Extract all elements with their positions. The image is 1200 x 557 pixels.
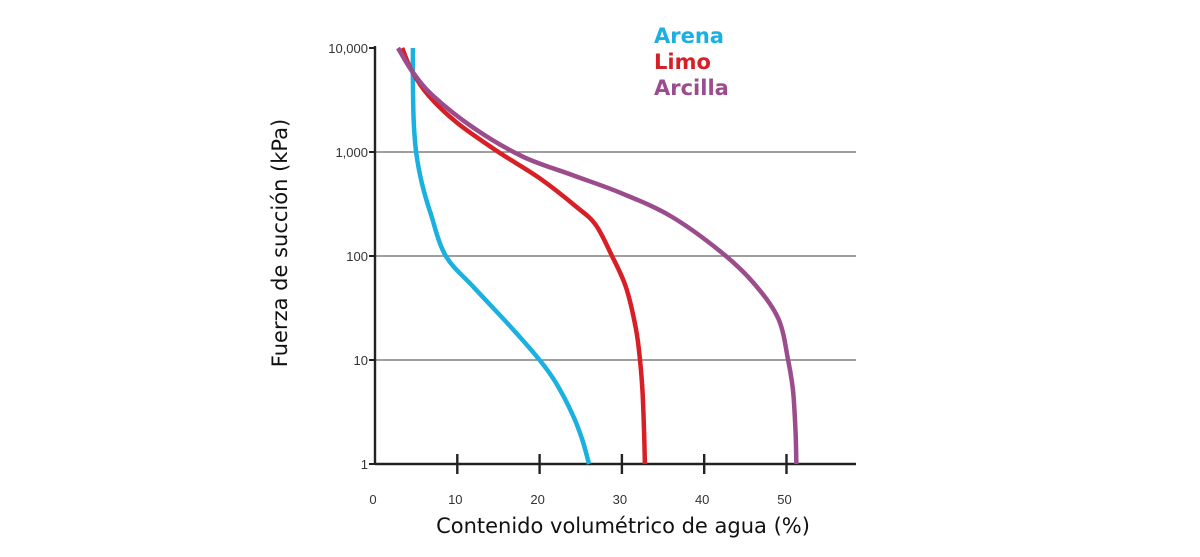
x-axis-ticks: 0 10 20 30 40 50	[369, 454, 792, 507]
legend-item-arcilla: Arcilla	[654, 76, 729, 100]
y-axis-ticks: 1 10 100 1,000 10,000	[328, 41, 375, 472]
x-tick-label: 50	[777, 492, 791, 507]
x-tick-label: 0	[369, 492, 376, 507]
series-line-arena	[410, 47, 592, 465]
x-tick-label: 20	[530, 492, 544, 507]
legend-item-limo: Limo	[654, 50, 711, 74]
x-tick-label: 30	[613, 492, 627, 507]
x-tick-label: 10	[448, 492, 462, 507]
y-axis-title: Fuerza de succión (kPa)	[268, 119, 292, 367]
series	[396, 46, 799, 465]
series-line-limo	[400, 47, 648, 465]
y-tick-label: 100	[346, 249, 368, 264]
x-axis-title: Contenido volumétrico de agua (%)	[436, 514, 810, 538]
grid-lines	[375, 151, 856, 361]
legend-item-arena: Arena	[654, 24, 724, 48]
y-tick-label: 10	[354, 353, 368, 368]
x-tick-label: 40	[695, 492, 709, 507]
series-line-arcilla	[396, 46, 799, 465]
y-tick-label: 10,000	[328, 41, 368, 56]
y-tick-label: 1,000	[335, 145, 368, 160]
y-tick-label: 1	[361, 457, 368, 472]
